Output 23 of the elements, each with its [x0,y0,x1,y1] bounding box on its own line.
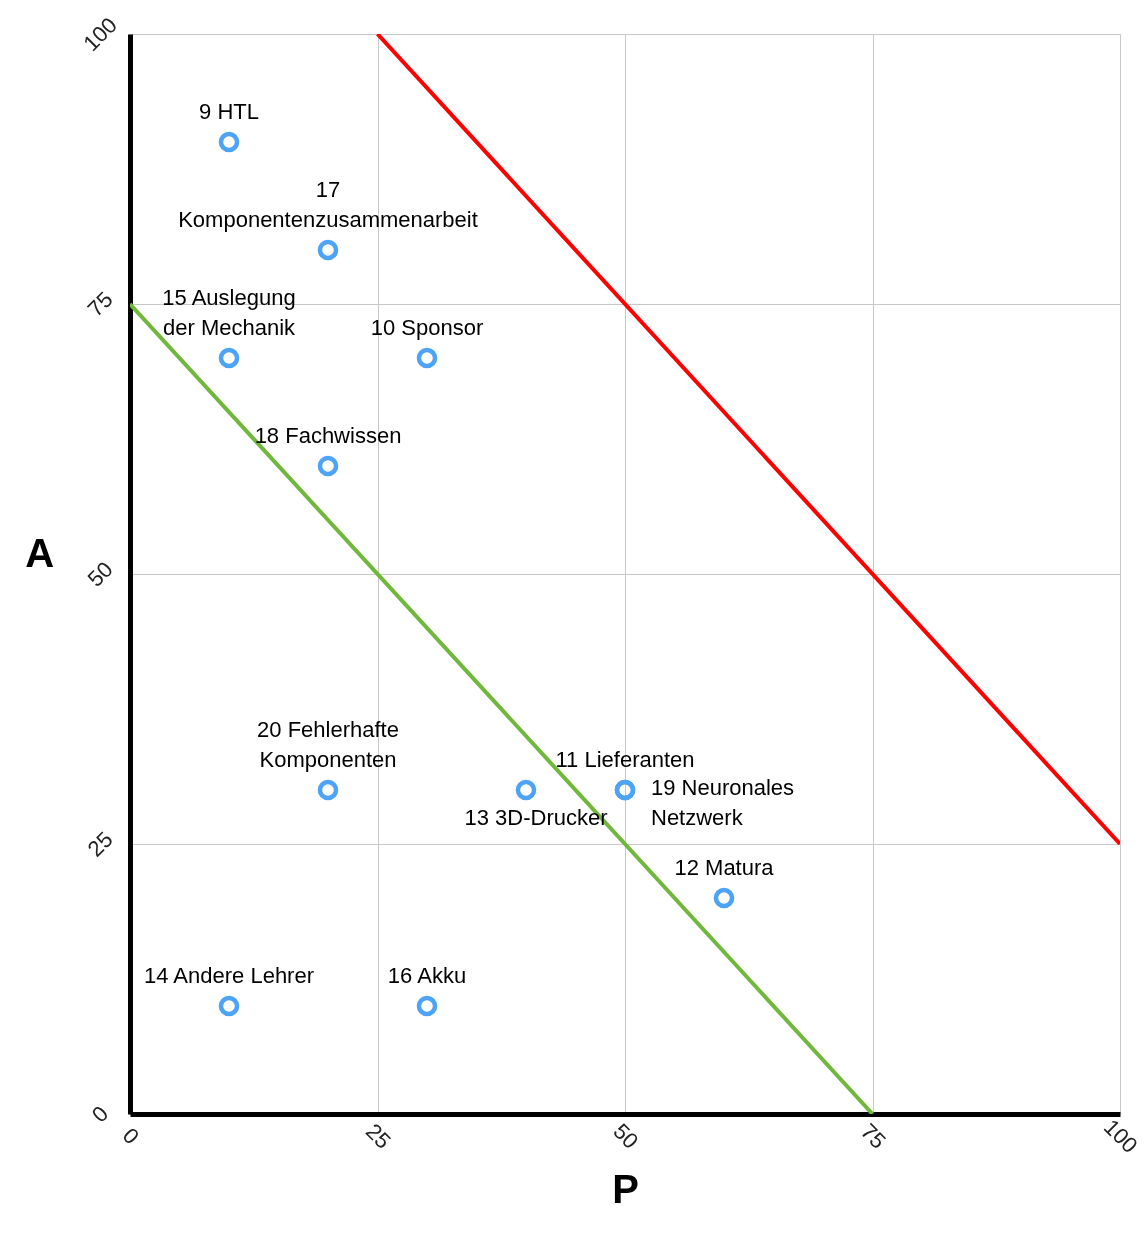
x-tick-label: 100 [1099,1114,1143,1158]
annotation: 19 Neuronales Netzwerk [651,775,795,830]
x-tick-label: 0 [117,1122,145,1150]
y-tick-label: 0 [86,1100,114,1128]
x-axis-title: P [612,1167,639,1212]
x-tick-label: 50 [608,1118,644,1154]
annotation: 12 Matura [674,855,775,880]
annotation: 10 Sponsor [370,315,484,340]
y-tick-label: 75 [82,286,118,322]
y-axis-title: A [25,530,55,575]
annotation: 17 Komponentenzusammenarbeit [178,177,478,232]
y-tick-label: 25 [82,826,118,862]
annotation: 9 HTL [199,99,259,124]
annotation: 14 Andere Lehrer [143,963,315,988]
y-tick-label: 100 [78,12,122,56]
x-tick-label: 75 [855,1118,891,1154]
annotation: 11 Lieferanten [555,747,695,772]
annotation: 20 Fehlerhafte Komponenten [257,717,399,772]
y-tick-label: 50 [82,556,118,592]
x-tick-label: 25 [360,1118,396,1154]
annotation: 18 Fachwissen [254,423,402,448]
annotation: 16 Akku [387,963,467,988]
annotation: 15 Auslegung der Mechanik [162,285,297,340]
